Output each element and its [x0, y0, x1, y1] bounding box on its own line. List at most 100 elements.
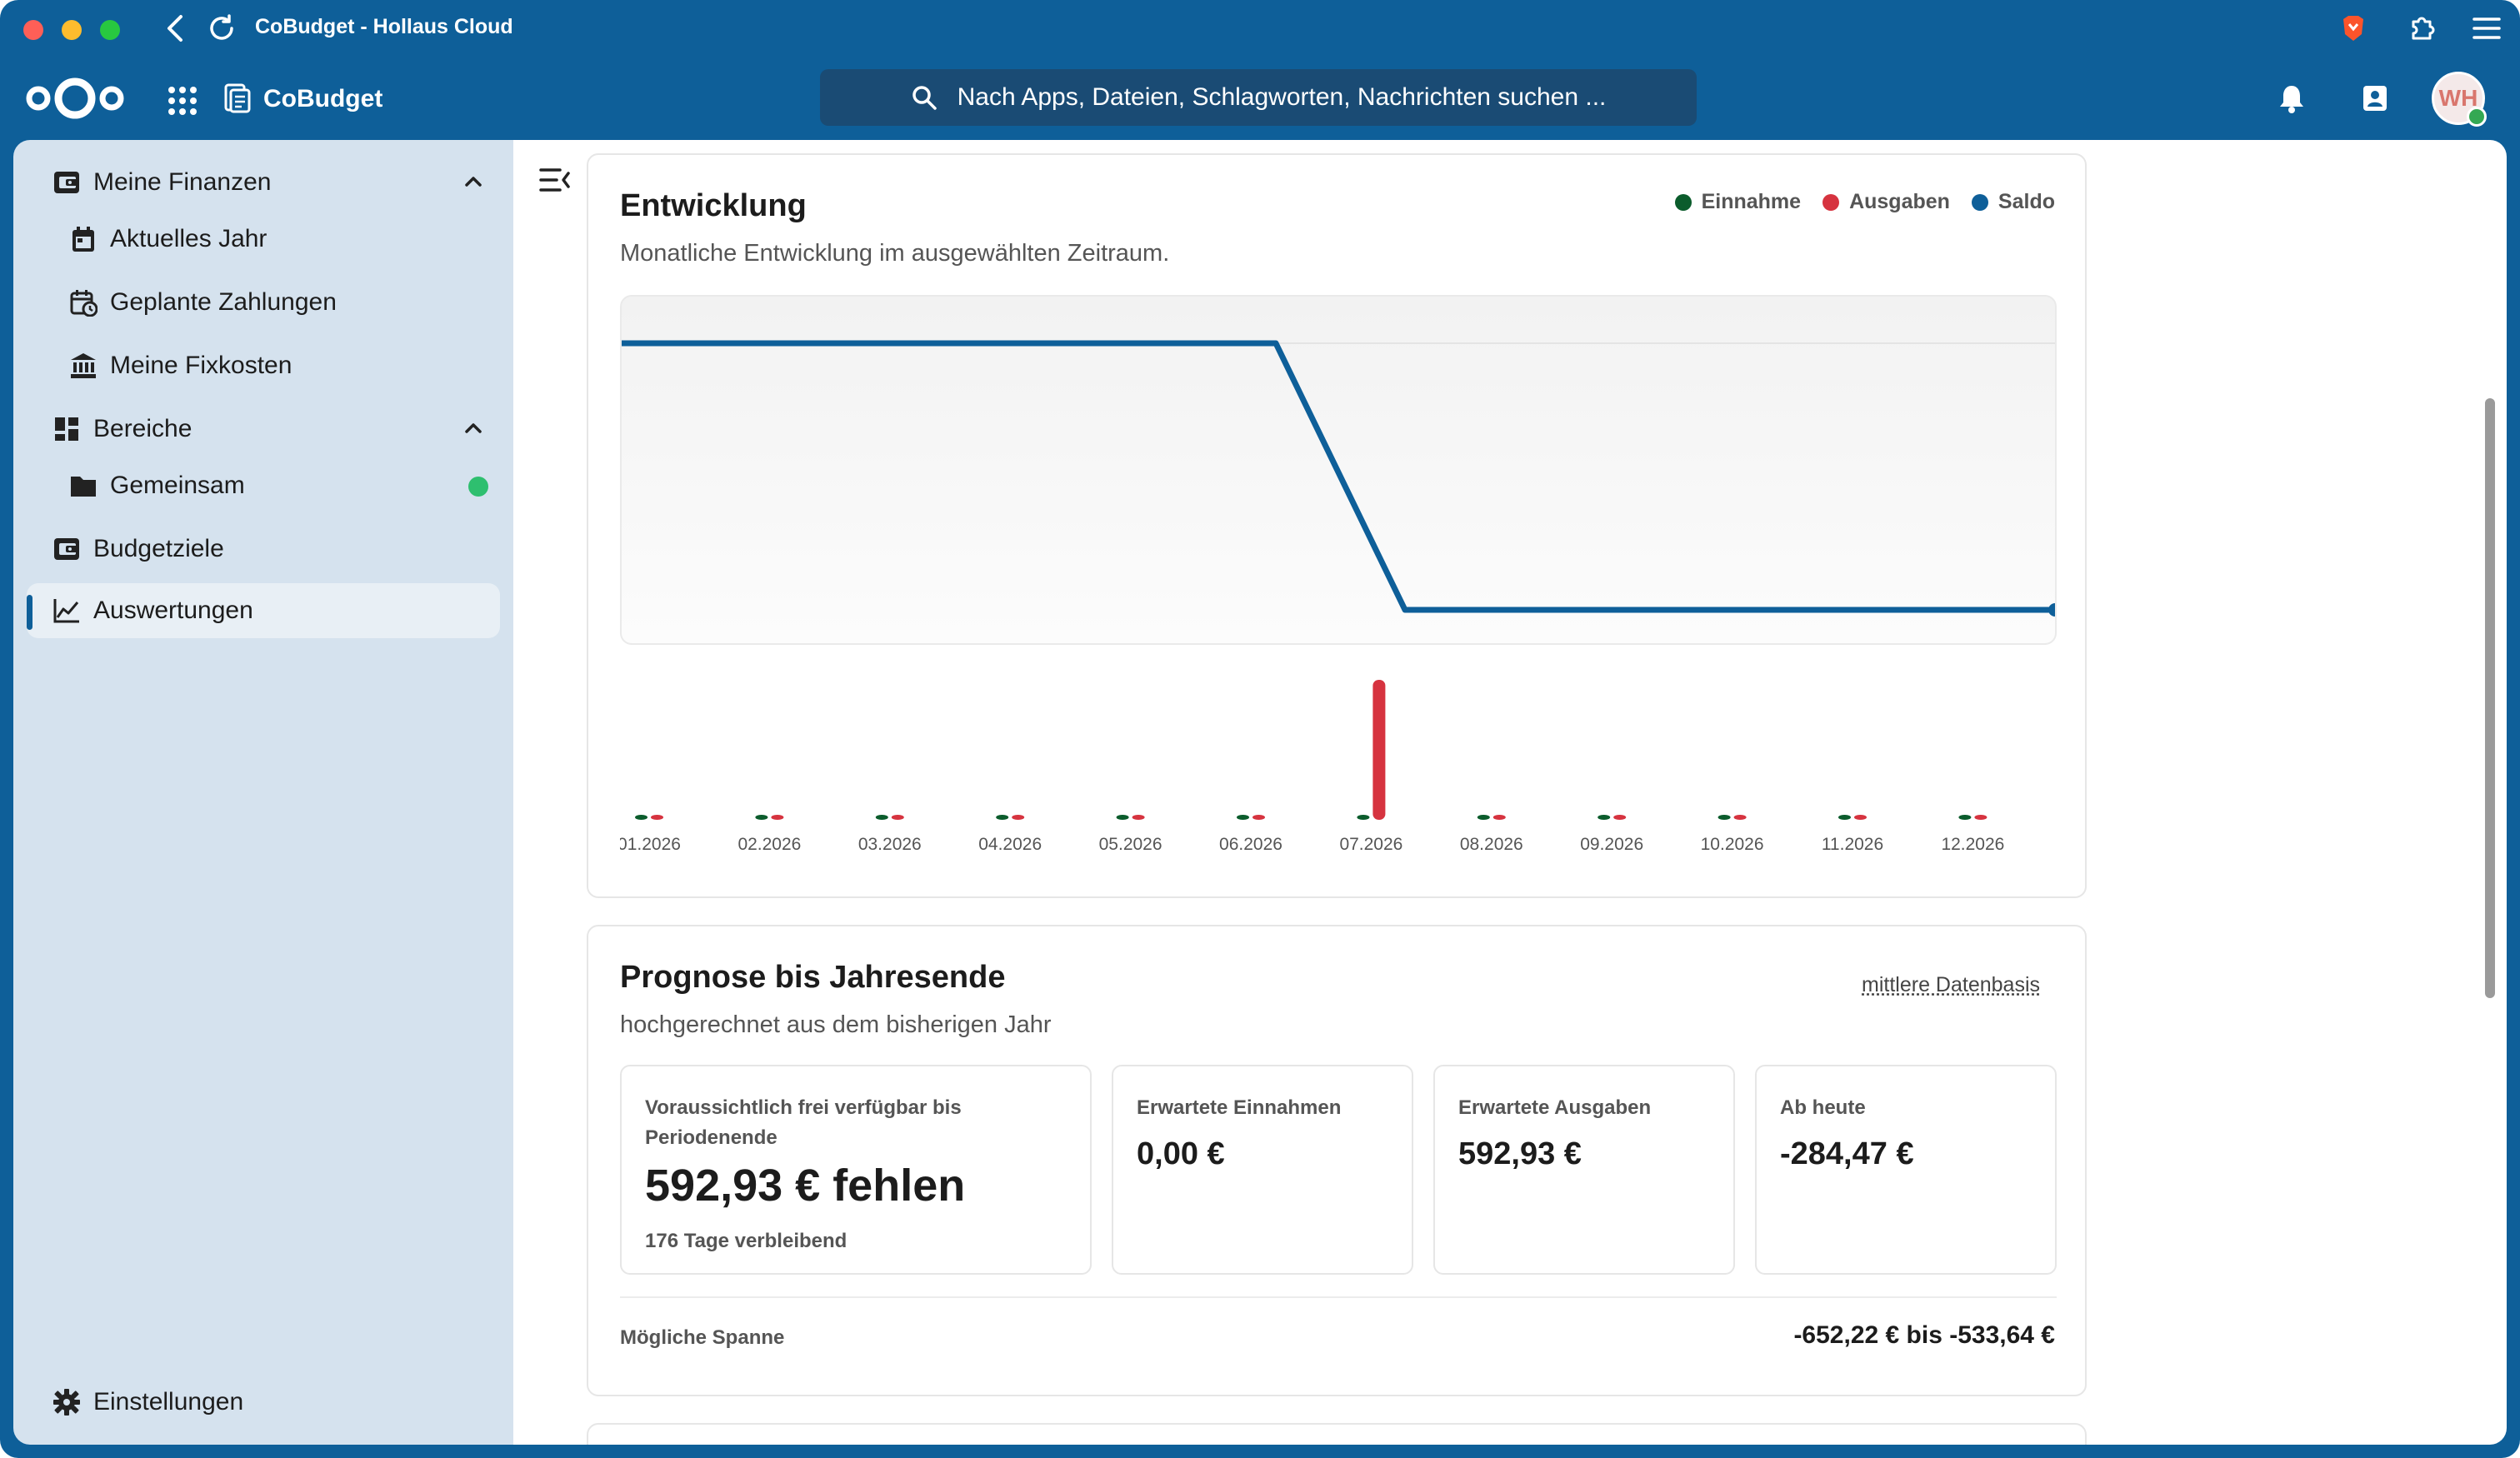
- expense-bar[interactable]: [1613, 815, 1627, 820]
- calendar-clock-icon: [67, 286, 100, 319]
- sidebar-item-label: Gemeinsam: [110, 472, 245, 499]
- expense-bar[interactable]: [891, 815, 904, 820]
- toggle-navigation-icon[interactable]: [538, 165, 572, 195]
- sidebar-item-geplante-zahlungen[interactable]: Geplante Zahlungen: [27, 275, 500, 330]
- legend-dot: [1822, 193, 1840, 211]
- sidebar-section-label: Meine Finanzen: [93, 168, 272, 196]
- close-window-button[interactable]: [23, 20, 43, 40]
- expense-bar[interactable]: [1372, 680, 1386, 820]
- income-bar[interactable]: [635, 815, 648, 820]
- x-tick-label: 09.2026: [1580, 835, 1643, 854]
- legend-dot: [1674, 193, 1692, 211]
- legend-item-saldo[interactable]: Saldo: [1971, 190, 2055, 214]
- income-bar[interactable]: [1598, 815, 1611, 820]
- kpi-label: Erwartete Einnahmen: [1137, 1096, 1342, 1119]
- back-icon[interactable]: [163, 12, 187, 45]
- card-subtitle: Monatliche Entwicklung im ausgewählten Z…: [620, 240, 1170, 267]
- kpi-value: 592,93 € fehlen: [645, 1161, 966, 1211]
- kpi-erwartete-ausgaben: Erwartete Ausgaben 592,93 €: [1433, 1065, 1735, 1275]
- sidebar-item-aktuelles-jahr[interactable]: Aktuelles Jahr: [27, 212, 500, 267]
- legend-item-einnahme[interactable]: Einnahme: [1674, 190, 1801, 214]
- expense-bar[interactable]: [1974, 815, 1988, 820]
- card-title: Prognose bis Jahresende: [620, 960, 1006, 995]
- income-bar[interactable]: [1718, 815, 1731, 820]
- extensions-icon[interactable]: [2403, 12, 2440, 45]
- expense-bar[interactable]: [651, 815, 663, 820]
- title-bar: CoBudget - Hollaus Cloud: [0, 0, 2520, 57]
- maximize-window-button[interactable]: [100, 20, 120, 40]
- kpi-note: 176 Tage verbleibend: [645, 1230, 848, 1252]
- expense-bar[interactable]: [1252, 815, 1265, 820]
- income-bar[interactable]: [755, 815, 768, 820]
- brave-shield-icon[interactable]: [2337, 12, 2370, 45]
- sidebar-item-meine-fixkosten[interactable]: Meine Fixkosten: [27, 338, 500, 393]
- active-indicator: [27, 595, 32, 630]
- sidebar-item-gemeinsam[interactable]: Gemeinsam: [27, 458, 500, 513]
- expense-bar[interactable]: [1733, 815, 1747, 820]
- card-subtitle: hochgerechnet aus dem bisherigen Jahr: [620, 1011, 1052, 1038]
- x-tick-label: 05.2026: [1099, 835, 1162, 854]
- legend-label: Saldo: [1998, 190, 2055, 213]
- kpi-ab-heute: Ab heute -284,47 €: [1755, 1065, 2057, 1275]
- search-placeholder: Nach Apps, Dateien, Schlagworten, Nachri…: [957, 83, 1607, 111]
- menu-icon[interactable]: [2468, 12, 2505, 45]
- sidebar-section-bereiche[interactable]: Bereiche: [27, 402, 500, 457]
- expense-bar[interactable]: [1132, 815, 1145, 820]
- window-title: CoBudget - Hollaus Cloud: [255, 15, 513, 38]
- scrollbar[interactable]: [2485, 398, 2495, 998]
- income-bar[interactable]: [1116, 815, 1129, 820]
- sidebar-item-auswertungen[interactable]: Auswertungen: [27, 583, 500, 638]
- chevron-up-icon[interactable]: [462, 417, 485, 440]
- kpi-value: 592,93 €: [1458, 1136, 1582, 1171]
- income-bar[interactable]: [996, 815, 1009, 820]
- income-bar[interactable]: [1838, 815, 1851, 820]
- app-navigation: Meine Finanzen Aktuelles Jahr Geplante Z…: [13, 140, 513, 1445]
- income-bar[interactable]: [1357, 815, 1370, 820]
- expense-bar[interactable]: [771, 815, 784, 820]
- settings-label: Einstellungen: [93, 1388, 244, 1416]
- kpi-value: 0,00 €: [1137, 1136, 1225, 1171]
- wallet-icon: [50, 532, 83, 566]
- income-bar[interactable]: [1477, 815, 1490, 820]
- apps-menu-icon[interactable]: [163, 82, 197, 115]
- x-tick-label: 02.2026: [738, 835, 801, 854]
- x-tick-label: 10.2026: [1701, 835, 1764, 854]
- chevron-up-icon[interactable]: [462, 170, 485, 193]
- wallet-icon: [50, 166, 83, 199]
- income-bar[interactable]: [1958, 815, 1972, 820]
- income-bar[interactable]: [1237, 815, 1249, 820]
- saldo-line-svg: [622, 340, 2057, 617]
- sidebar-item-label: Meine Fixkosten: [110, 352, 292, 379]
- x-tick-label: 01.2026: [620, 835, 681, 854]
- sidebar-item-label: Aktuelles Jahr: [110, 225, 268, 252]
- x-tick-label: 04.2026: [978, 835, 1042, 854]
- minimize-window-button[interactable]: [62, 20, 82, 40]
- folder-icon: [67, 469, 100, 502]
- expense-bar[interactable]: [1012, 815, 1025, 820]
- datenbasis-link[interactable]: mittlere Datenbasis: [1862, 973, 2040, 996]
- expense-bar[interactable]: [1854, 815, 1867, 820]
- sidebar-item-budgetziele[interactable]: Budgetziele: [27, 522, 500, 577]
- search-icon: [912, 86, 937, 110]
- income-bar[interactable]: [875, 815, 888, 820]
- unified-search-input[interactable]: Nach Apps, Dateien, Schlagworten, Nachri…: [820, 69, 1697, 126]
- kpi-erwartete-einnahmen: Erwartete Einnahmen 0,00 €: [1112, 1065, 1413, 1275]
- notifications-bell-icon[interactable]: [2270, 77, 2313, 120]
- app-name[interactable]: CoBudget: [263, 85, 383, 112]
- bank-icon: [67, 349, 100, 382]
- cobudget-app-icon: [224, 83, 251, 113]
- legend-label: Ausgaben: [1849, 190, 1950, 213]
- kpi-label: Ab heute: [1780, 1096, 1866, 1119]
- sidebar-item-label: Auswertungen: [93, 597, 253, 624]
- x-tick-label: 08.2026: [1460, 835, 1523, 854]
- legend-item-ausgaben[interactable]: Ausgaben: [1822, 190, 1950, 214]
- nextcloud-logo-icon[interactable]: [23, 73, 127, 123]
- reload-icon[interactable]: [205, 12, 238, 45]
- settings-button[interactable]: Einstellungen: [27, 1375, 500, 1430]
- legend-dot: [1971, 193, 1988, 211]
- expense-bar[interactable]: [1492, 815, 1506, 820]
- contacts-icon[interactable]: [2353, 77, 2397, 120]
- saldo-point[interactable]: [2048, 603, 2057, 617]
- sidebar-section-meine-finanzen[interactable]: Meine Finanzen: [27, 155, 500, 210]
